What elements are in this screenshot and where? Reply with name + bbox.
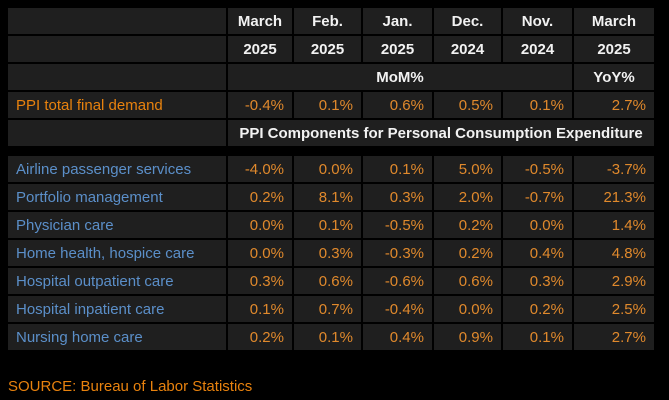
column-header-month: Feb.: [294, 8, 361, 34]
value-cell: -0.3%: [363, 240, 432, 266]
value-cell: 0.1%: [294, 212, 361, 238]
table-row: Home health, hospice care 0.0% 0.3% -0.3…: [8, 240, 654, 266]
value-cell: 1.4%: [574, 212, 654, 238]
value-cell: 0.6%: [294, 268, 361, 294]
source-text: SOURCE: Bureau of Labor Statistics: [8, 378, 253, 395]
value-cell: 0.2%: [503, 296, 572, 322]
total-row-label: PPI total final demand: [8, 92, 226, 118]
value-cell: 0.2%: [228, 324, 292, 350]
column-header-year: 2024: [503, 36, 572, 62]
value-cell: 0.3%: [294, 240, 361, 266]
value-cell: 2.7%: [574, 92, 654, 118]
value-cell: 0.0%: [228, 212, 292, 238]
table-row: Airline passenger services -4.0% 0.0% 0.…: [8, 156, 654, 182]
value-cell: -0.4%: [228, 92, 292, 118]
value-cell: 8.1%: [294, 184, 361, 210]
value-cell: 0.6%: [434, 268, 501, 294]
column-header-year: 2025: [294, 36, 361, 62]
value-cell: 0.0%: [294, 156, 361, 182]
year-header-row: 2025 2025 2025 2024 2024 2025: [8, 36, 654, 62]
row-label: Hospital inpatient care: [8, 296, 226, 322]
column-header-year: 2024: [434, 36, 501, 62]
table-row: Hospital inpatient care 0.1% 0.7% -0.4% …: [8, 296, 654, 322]
ppi-table-page: March Feb. Jan. Dec. Nov. March 2025 202…: [0, 6, 669, 400]
measure-header-row: MoM% YoY%: [8, 64, 654, 90]
value-cell: -0.7%: [503, 184, 572, 210]
value-cell: 0.1%: [503, 92, 572, 118]
value-cell: 0.1%: [363, 156, 432, 182]
value-cell: 5.0%: [434, 156, 501, 182]
corner-empty-cell: [8, 36, 226, 62]
measure-empty-cell: [8, 64, 226, 90]
column-header-month: Jan.: [363, 8, 432, 34]
value-cell: 0.3%: [363, 184, 432, 210]
value-cell: 0.0%: [228, 240, 292, 266]
value-cell: 4.8%: [574, 240, 654, 266]
value-cell: 2.5%: [574, 296, 654, 322]
value-cell: 0.2%: [434, 212, 501, 238]
value-cell: 0.1%: [294, 324, 361, 350]
column-header-month: March: [574, 8, 654, 34]
value-cell: 0.4%: [503, 240, 572, 266]
value-cell: 0.1%: [294, 92, 361, 118]
section-header: PPI Components for Personal Consumption …: [228, 120, 654, 146]
value-cell: 2.0%: [434, 184, 501, 210]
value-cell: 0.1%: [228, 296, 292, 322]
table-row: Nursing home care 0.2% 0.1% 0.4% 0.9% 0.…: [8, 324, 654, 350]
value-cell: 2.9%: [574, 268, 654, 294]
value-cell: 0.2%: [228, 184, 292, 210]
value-cell: 21.3%: [574, 184, 654, 210]
value-cell: 0.7%: [294, 296, 361, 322]
ppi-data-table: March Feb. Jan. Dec. Nov. March 2025 202…: [6, 6, 656, 352]
value-cell: 0.1%: [503, 324, 572, 350]
value-cell: -0.5%: [363, 212, 432, 238]
spacer-cell: [8, 148, 654, 154]
value-cell: 0.6%: [363, 92, 432, 118]
value-cell: 0.0%: [434, 296, 501, 322]
value-cell: -0.6%: [363, 268, 432, 294]
value-cell: 0.4%: [363, 324, 432, 350]
section-spacer: [8, 148, 654, 154]
value-cell: 0.3%: [503, 268, 572, 294]
value-cell: 0.9%: [434, 324, 501, 350]
table-row: Hospital outpatient care 0.3% 0.6% -0.6%…: [8, 268, 654, 294]
value-cell: -0.4%: [363, 296, 432, 322]
table-row: Portfolio management 0.2% 8.1% 0.3% 2.0%…: [8, 184, 654, 210]
row-label: Portfolio management: [8, 184, 226, 210]
column-header-year: 2025: [574, 36, 654, 62]
row-label: Physician care: [8, 212, 226, 238]
column-header-year: 2025: [228, 36, 292, 62]
row-label: Home health, hospice care: [8, 240, 226, 266]
value-cell: -3.7%: [574, 156, 654, 182]
month-header-row: March Feb. Jan. Dec. Nov. March: [8, 8, 654, 34]
corner-empty-cell: [8, 8, 226, 34]
column-header-month: Nov.: [503, 8, 572, 34]
row-label: Nursing home care: [8, 324, 226, 350]
row-label: Airline passenger services: [8, 156, 226, 182]
value-cell: -4.0%: [228, 156, 292, 182]
column-header-month: March: [228, 8, 292, 34]
yoy-header: YoY%: [574, 64, 654, 90]
value-cell: 0.0%: [503, 212, 572, 238]
column-header-year: 2025: [363, 36, 432, 62]
table-row: Physician care 0.0% 0.1% -0.5% 0.2% 0.0%…: [8, 212, 654, 238]
value-cell: 2.7%: [574, 324, 654, 350]
value-cell: 0.5%: [434, 92, 501, 118]
value-cell: -0.5%: [503, 156, 572, 182]
row-label: Hospital outpatient care: [8, 268, 226, 294]
mom-header: MoM%: [228, 64, 572, 90]
column-header-month: Dec.: [434, 8, 501, 34]
total-row: PPI total final demand -0.4% 0.1% 0.6% 0…: [8, 92, 654, 118]
section-header-row: PPI Components for Personal Consumption …: [8, 120, 654, 146]
value-cell: 0.2%: [434, 240, 501, 266]
section-empty-cell: [8, 120, 226, 146]
value-cell: 0.3%: [228, 268, 292, 294]
